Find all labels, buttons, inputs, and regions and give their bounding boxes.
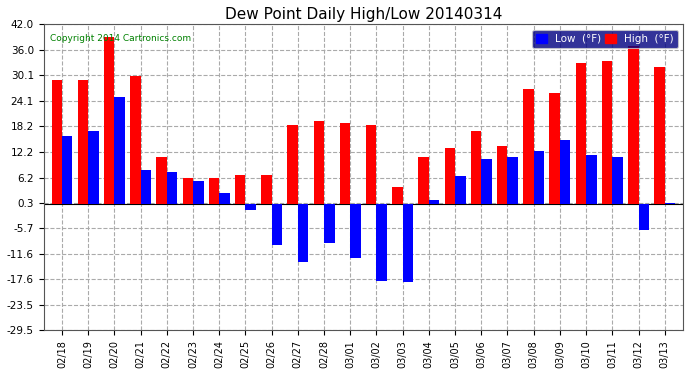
- Bar: [272, 204, 282, 245]
- Bar: [52, 80, 62, 204]
- Bar: [366, 125, 377, 204]
- Bar: [339, 123, 351, 204]
- Bar: [612, 157, 623, 204]
- Bar: [313, 121, 324, 204]
- Bar: [193, 180, 204, 204]
- Bar: [471, 131, 482, 204]
- Bar: [664, 203, 676, 204]
- Bar: [455, 176, 466, 204]
- Bar: [351, 204, 361, 258]
- Bar: [183, 178, 193, 204]
- Bar: [115, 97, 125, 204]
- Bar: [246, 204, 256, 210]
- Bar: [560, 140, 571, 204]
- Text: Copyright 2014 Cartronics.com: Copyright 2014 Cartronics.com: [50, 34, 191, 43]
- Bar: [523, 88, 533, 204]
- Bar: [141, 170, 151, 204]
- Bar: [533, 151, 544, 204]
- Bar: [88, 131, 99, 204]
- Bar: [287, 125, 298, 204]
- Bar: [507, 157, 518, 204]
- Bar: [575, 63, 586, 204]
- Legend: Low  (°F), High  (°F): Low (°F), High (°F): [532, 30, 678, 48]
- Bar: [429, 200, 440, 204]
- Bar: [586, 155, 597, 204]
- Bar: [130, 76, 141, 204]
- Bar: [235, 175, 246, 204]
- Bar: [62, 136, 72, 204]
- Bar: [628, 46, 638, 204]
- Bar: [104, 38, 115, 204]
- Bar: [602, 61, 612, 204]
- Bar: [209, 178, 219, 204]
- Bar: [157, 157, 167, 204]
- Bar: [403, 204, 413, 282]
- Bar: [298, 204, 308, 262]
- Bar: [549, 93, 560, 204]
- Bar: [167, 172, 177, 204]
- Bar: [418, 157, 429, 204]
- Title: Dew Point Daily High/Low 20140314: Dew Point Daily High/Low 20140314: [225, 7, 502, 22]
- Bar: [482, 159, 492, 204]
- Bar: [392, 187, 403, 204]
- Bar: [377, 204, 387, 281]
- Bar: [444, 148, 455, 204]
- Bar: [654, 67, 664, 204]
- Bar: [219, 194, 230, 204]
- Bar: [78, 80, 88, 204]
- Bar: [638, 204, 649, 230]
- Bar: [324, 204, 335, 243]
- Bar: [261, 175, 272, 204]
- Bar: [497, 146, 507, 204]
